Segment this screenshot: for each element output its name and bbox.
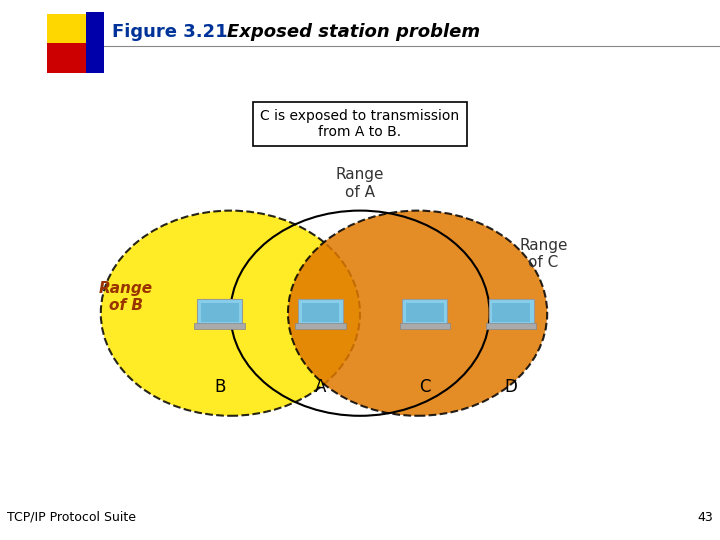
FancyBboxPatch shape (295, 323, 346, 329)
FancyBboxPatch shape (194, 323, 245, 329)
Text: 43: 43 (697, 511, 713, 524)
Text: Exposed station problem: Exposed station problem (227, 23, 480, 42)
FancyBboxPatch shape (47, 43, 86, 73)
FancyBboxPatch shape (197, 299, 242, 324)
FancyBboxPatch shape (298, 299, 343, 324)
Text: B: B (214, 378, 225, 396)
Ellipse shape (288, 211, 547, 416)
Ellipse shape (101, 211, 360, 416)
FancyBboxPatch shape (302, 303, 339, 322)
Text: D: D (505, 378, 518, 396)
FancyBboxPatch shape (201, 303, 238, 322)
Text: Range
of C: Range of C (519, 238, 568, 270)
FancyBboxPatch shape (406, 303, 444, 322)
Text: Range
of A: Range of A (336, 167, 384, 200)
FancyBboxPatch shape (492, 303, 530, 322)
Text: C is exposed to transmission
from A to B.: C is exposed to transmission from A to B… (261, 109, 459, 139)
Text: Figure 3.21: Figure 3.21 (112, 23, 228, 42)
FancyBboxPatch shape (486, 323, 536, 329)
FancyBboxPatch shape (488, 299, 534, 324)
Text: Range
of B: Range of B (99, 281, 153, 313)
FancyBboxPatch shape (400, 323, 450, 329)
Text: C: C (419, 378, 431, 396)
FancyBboxPatch shape (47, 14, 86, 43)
FancyBboxPatch shape (86, 12, 104, 73)
Text: A: A (315, 378, 326, 396)
Text: TCP/IP Protocol Suite: TCP/IP Protocol Suite (7, 511, 136, 524)
FancyBboxPatch shape (402, 299, 448, 324)
